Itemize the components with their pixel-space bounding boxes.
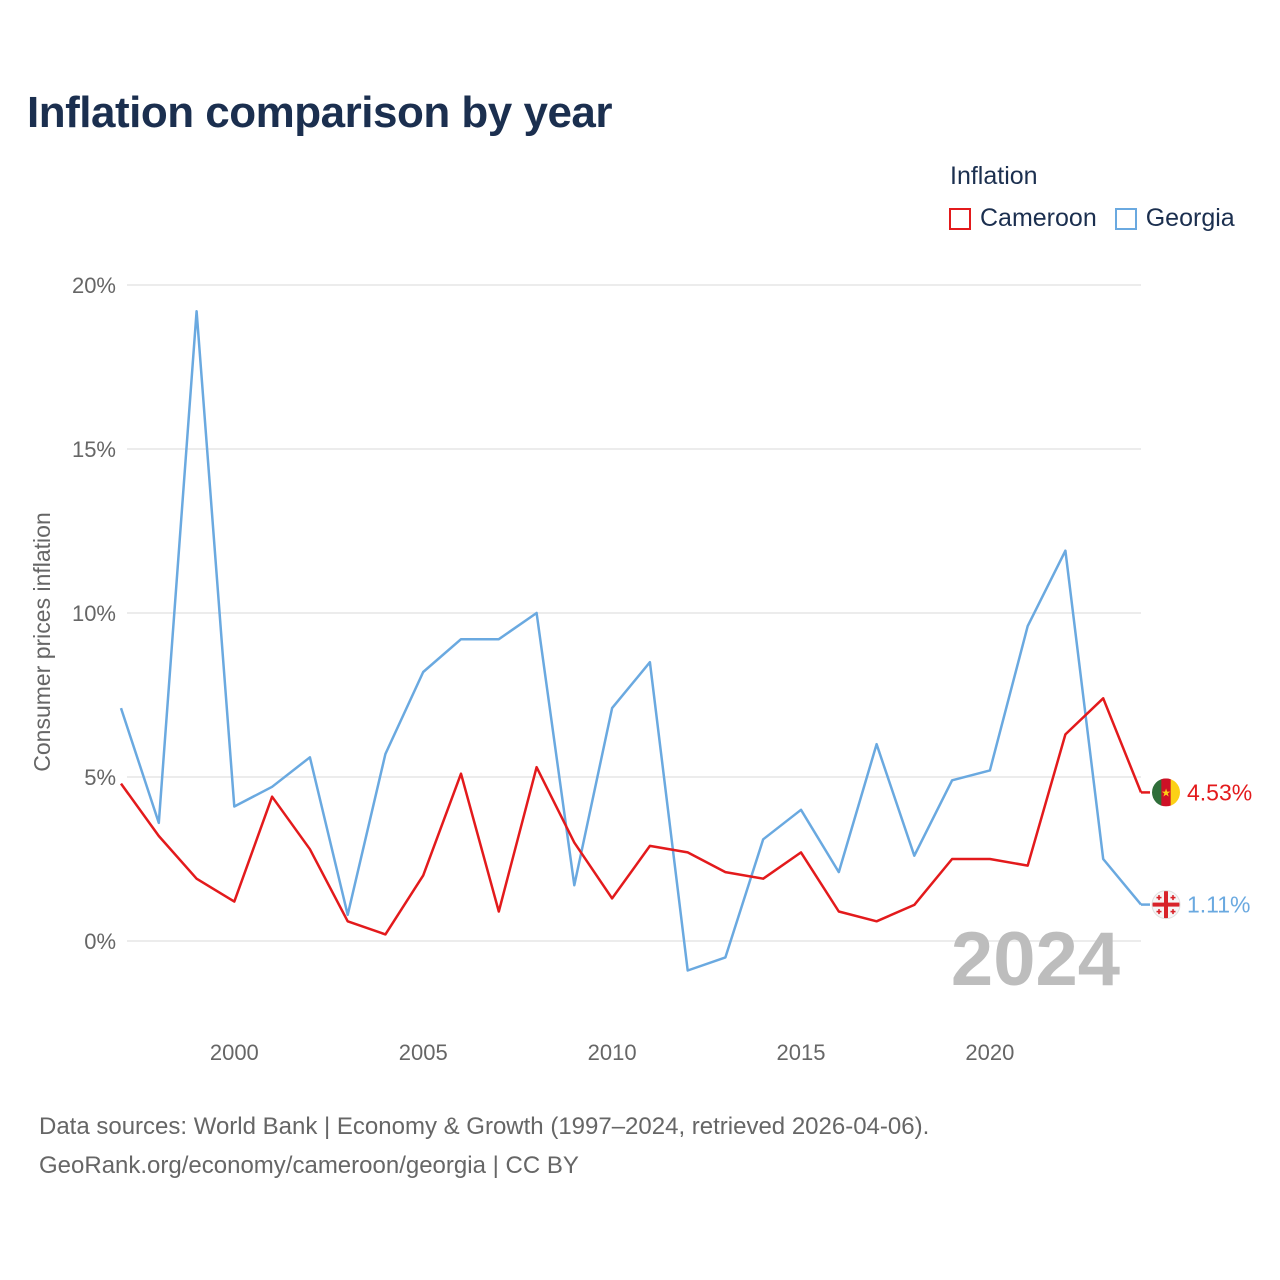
x-tick-label: 2000: [210, 1040, 259, 1065]
y-tick-label: 5%: [84, 765, 116, 790]
legend-label-cameroon: Cameroon: [980, 204, 1097, 232]
series-line-georgia: [119, 309, 1142, 972]
x-tick-label: 2020: [965, 1040, 1014, 1065]
legend-item-cameroon[interactable]: Cameroon: [949, 204, 1097, 233]
source-line-1: Data sources: World Bank | Economy & Gro…: [39, 1113, 930, 1140]
svg-text:★: ★: [1161, 787, 1171, 799]
end-value-label-georgia: 1.11%: [1187, 892, 1251, 918]
legend-title: Inflation: [950, 162, 1038, 190]
x-tick-label: 2010: [588, 1040, 637, 1065]
series-line-cameroon: [119, 697, 1143, 936]
x-tick-label: 2005: [399, 1040, 448, 1065]
y-axis-title: Consumer prices inflation: [29, 512, 55, 772]
legend-swatch-cameroon: [949, 207, 971, 230]
chart-title: Inflation comparison by year: [27, 88, 613, 137]
year-watermark: 2024: [951, 917, 1120, 1002]
x-tick-label: 2015: [777, 1040, 826, 1065]
source-line-2[interactable]: GeoRank.org/economy/cameroon/georgia | C…: [39, 1152, 579, 1179]
cameroon-flag-icon: ★: [1152, 778, 1180, 807]
legend: Cameroon Georgia: [949, 204, 1235, 233]
line-chart: 0% 5% 10% 15% 20% 2000 2005 2010 2015 2020 Consume…: [29, 273, 1252, 1065]
y-tick-label: 15%: [72, 437, 116, 462]
legend-swatch-georgia: [1114, 207, 1137, 230]
y-tick-label: 10%: [72, 601, 116, 626]
y-tick-label: 0%: [84, 929, 116, 954]
source-note: Data sources: World Bank | Economy & Gro…: [39, 1107, 929, 1185]
end-value-label-cameroon: 4.53%: [1187, 779, 1252, 805]
georgia-flag-icon: [1152, 890, 1180, 919]
legend-label-georgia: Georgia: [1145, 204, 1235, 232]
georgia-flag-ring: [1151, 890, 1181, 920]
y-tick-label: 20%: [72, 273, 116, 298]
legend-item-georgia[interactable]: Georgia: [1114, 204, 1235, 233]
